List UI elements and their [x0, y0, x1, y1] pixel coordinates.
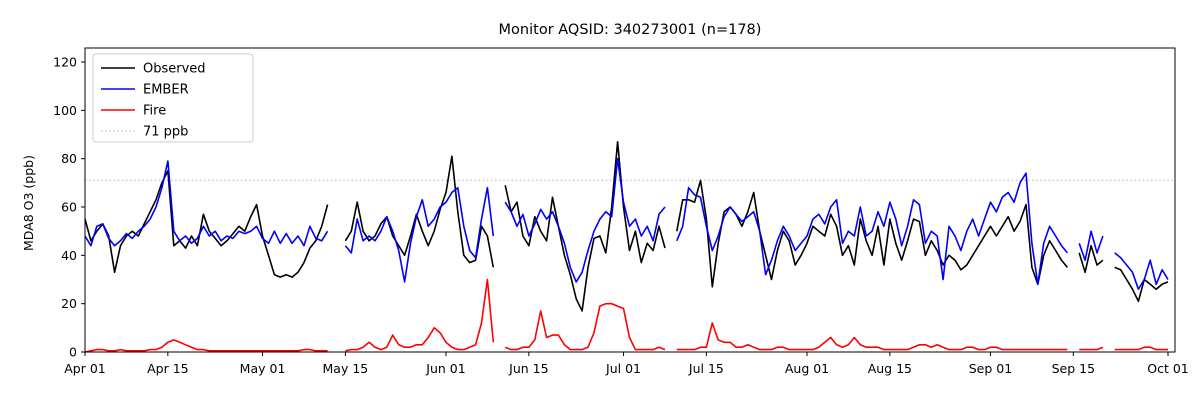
fire-line — [84, 278, 1168, 353]
x-tick-label: Aug 01 — [785, 361, 829, 376]
observed-line — [84, 141, 1169, 312]
axes-spines — [84, 47, 1176, 353]
x-tick-label: May 15 — [323, 361, 369, 376]
x-tick-label: Jul 15 — [688, 361, 724, 376]
x-tick-label: Apr 15 — [147, 361, 189, 376]
x-tick-label: Jul 01 — [605, 361, 641, 376]
y-tick-label: 0 — [69, 345, 77, 360]
x-tick-label: Jun 01 — [425, 361, 465, 376]
x-tick-label: Jun 15 — [508, 361, 548, 376]
legend-entry-fire-label: Fire — [143, 104, 166, 119]
y-tick-label: 120 — [53, 55, 77, 70]
x-tick-label: Sep 01 — [969, 361, 1012, 376]
y-tick-label: 100 — [53, 103, 77, 118]
y-tick-label: 40 — [61, 248, 77, 263]
legend-entry-71ppb-label: 71 ppb — [143, 125, 188, 140]
plot-area: 0 20 40 60 80 100 120 Apr 01 Apr 15 May 01 May 15 J… — [53, 47, 1189, 376]
ember-line — [84, 157, 1169, 290]
legend-box — [92, 53, 254, 143]
y-tick-label: 80 — [61, 151, 77, 166]
x-tick-label: May 01 — [240, 361, 286, 376]
x-tick-label: Oct 01 — [1147, 361, 1189, 376]
legend-entry-ember-label: EMBER — [143, 83, 189, 98]
y-tick-label: 60 — [61, 200, 77, 215]
x-tick-label: Apr 01 — [64, 361, 106, 376]
legend-entry-observed-label: Observed — [143, 62, 206, 77]
chart-title: Monitor AQSID: 340273001 (n=178) — [499, 22, 762, 38]
y-axis-label: MDA8 O3 (ppb) — [21, 155, 36, 251]
x-tick-label: Aug 15 — [868, 361, 912, 376]
x-tick-label: Sep 15 — [1052, 361, 1095, 376]
y-tick-label: 20 — [61, 296, 77, 311]
